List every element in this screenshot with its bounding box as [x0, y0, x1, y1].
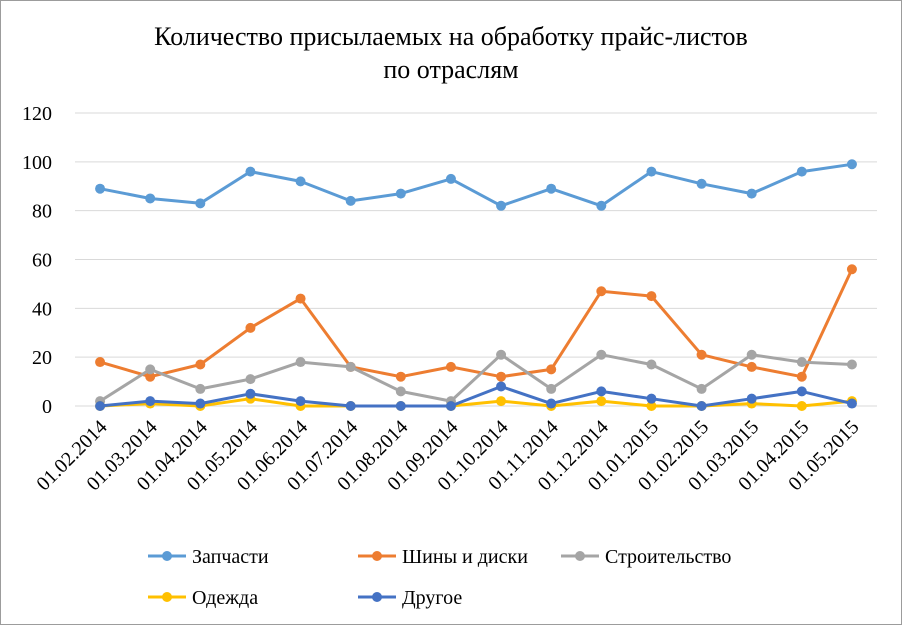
data-point	[696, 349, 707, 360]
series-line	[98, 162, 854, 208]
series-line	[98, 267, 854, 379]
data-point	[546, 398, 557, 409]
data-point	[496, 396, 507, 407]
data-point	[496, 381, 507, 392]
data-point	[796, 401, 807, 411]
data-point	[95, 401, 106, 411]
legend-label: Строительство	[605, 546, 731, 568]
data-point	[345, 195, 356, 206]
data-point	[796, 357, 807, 368]
data-point	[245, 166, 256, 177]
data-point	[646, 393, 657, 404]
data-point	[395, 401, 406, 411]
data-point	[646, 291, 657, 302]
data-point	[796, 371, 807, 382]
data-point	[846, 398, 857, 409]
data-point	[95, 183, 106, 194]
data-point	[496, 200, 507, 211]
data-point	[596, 386, 607, 397]
y-tick-label: 60	[32, 250, 52, 272]
legend-swatch-marker	[575, 551, 585, 561]
chart-title-line-2: по отраслям	[383, 55, 519, 84]
data-point	[395, 386, 406, 397]
legend-swatch-marker	[162, 592, 172, 602]
legend-label: Другое	[402, 587, 462, 609]
y-tick-label: 20	[32, 347, 52, 369]
legend-swatch-marker	[372, 551, 382, 561]
data-point	[846, 264, 857, 275]
chart-title: Количество присылаемых на обработку прай…	[0, 20, 902, 86]
data-point	[295, 293, 306, 304]
data-point	[195, 198, 206, 209]
data-point	[696, 178, 707, 189]
data-point	[596, 396, 607, 407]
y-tick-label: 0	[42, 396, 52, 418]
data-point	[846, 159, 857, 170]
data-point	[445, 173, 456, 184]
series-line	[98, 397, 854, 408]
legend-label: Одежда	[192, 587, 258, 609]
data-point	[596, 349, 607, 360]
data-point	[445, 401, 456, 411]
data-point	[145, 364, 156, 375]
series-line	[98, 353, 854, 403]
data-point	[395, 371, 406, 382]
data-point	[445, 361, 456, 372]
data-point	[496, 371, 507, 382]
data-point	[646, 166, 657, 177]
data-point	[846, 359, 857, 370]
data-point	[245, 322, 256, 333]
data-point	[796, 386, 807, 397]
y-tick-label: 40	[32, 298, 52, 320]
data-point	[596, 286, 607, 297]
y-tick-label: 80	[32, 201, 52, 223]
data-point	[245, 388, 256, 399]
data-point	[195, 398, 206, 409]
data-point	[295, 396, 306, 407]
legend-label: Шины и диски	[402, 546, 528, 568]
y-tick-label: 100	[22, 152, 52, 174]
data-point	[696, 401, 707, 411]
data-point	[546, 364, 557, 375]
legend-label: Запчасти	[192, 546, 269, 568]
data-point	[195, 359, 206, 370]
chart-title-line-1: Количество присылаемых на обработку прай…	[154, 22, 748, 51]
data-point	[145, 371, 156, 382]
data-point	[696, 383, 707, 394]
data-point	[145, 396, 156, 407]
data-point	[646, 401, 657, 411]
data-point	[245, 374, 256, 385]
data-point	[596, 200, 607, 211]
data-point	[646, 359, 657, 370]
y-tick-label: 120	[22, 103, 52, 125]
data-point	[746, 361, 757, 372]
data-point	[796, 166, 807, 177]
data-point	[345, 401, 356, 411]
data-point	[546, 183, 557, 194]
series-line	[98, 385, 854, 408]
data-point	[746, 393, 757, 404]
data-point	[395, 188, 406, 199]
data-point	[145, 193, 156, 204]
data-point	[546, 383, 557, 394]
data-point	[345, 361, 356, 372]
data-point	[746, 188, 757, 199]
data-point	[746, 349, 757, 360]
data-point	[295, 176, 306, 187]
data-point	[295, 357, 306, 368]
legend-swatch-marker	[162, 551, 172, 561]
data-point	[496, 349, 507, 360]
data-point	[95, 357, 106, 368]
legend-swatch-marker	[372, 592, 382, 602]
data-point	[195, 383, 206, 394]
